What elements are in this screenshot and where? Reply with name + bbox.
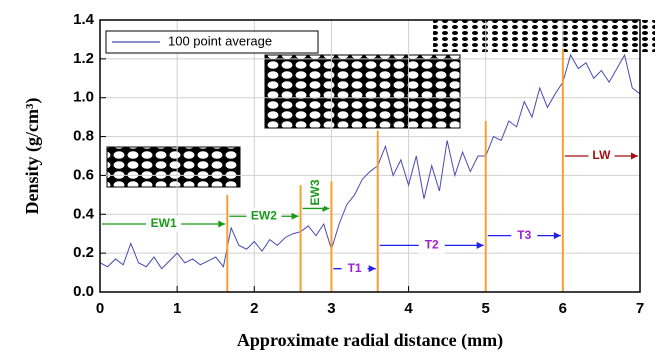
x-tick-label: 6 bbox=[559, 300, 567, 317]
arrow-head bbox=[477, 242, 484, 249]
y-tick-label: 0.0 bbox=[73, 283, 94, 300]
x-tick-label: 4 bbox=[404, 300, 413, 317]
micrograph bbox=[265, 55, 460, 128]
y-tick-label: 1.2 bbox=[73, 50, 94, 67]
legend-label: 100 point average bbox=[168, 33, 272, 48]
micrograph bbox=[107, 147, 240, 187]
y-tick-label: 0.2 bbox=[73, 244, 94, 261]
arrow-head bbox=[369, 265, 376, 272]
annotation-label: T1 bbox=[348, 261, 362, 275]
annotation-label: EW2 bbox=[251, 208, 277, 222]
annotation-label: EW1 bbox=[151, 216, 177, 230]
annotation-label: EW3 bbox=[308, 179, 322, 205]
arrow-head bbox=[554, 232, 561, 239]
y-tick-label: 1.0 bbox=[73, 89, 94, 106]
annotation-label: T3 bbox=[517, 228, 531, 242]
annotation-label: LW bbox=[592, 148, 611, 162]
x-tick-label: 7 bbox=[636, 300, 644, 317]
x-axis-label: Approximate radial distance (mm) bbox=[237, 330, 503, 351]
y-axis-label: Density (g/cm³) bbox=[22, 98, 43, 215]
arrow-head bbox=[218, 221, 225, 228]
y-tick-label: 0.4 bbox=[73, 205, 95, 222]
y-tick-label: 1.4 bbox=[73, 11, 95, 28]
arrow-head bbox=[292, 213, 299, 220]
annotation-label: T2 bbox=[425, 238, 439, 252]
x-tick-label: 0 bbox=[96, 300, 104, 317]
y-tick-label: 0.6 bbox=[73, 166, 94, 183]
x-tick-label: 3 bbox=[327, 300, 335, 317]
arrow-head bbox=[631, 153, 638, 160]
x-tick-label: 1 bbox=[173, 300, 181, 317]
x-tick-label: 2 bbox=[250, 300, 258, 317]
chart: Approximate radial distance (mm) Density… bbox=[0, 0, 657, 359]
x-tick-label: 5 bbox=[482, 300, 490, 317]
y-tick-label: 0.8 bbox=[73, 128, 94, 145]
micrograph bbox=[433, 20, 655, 52]
